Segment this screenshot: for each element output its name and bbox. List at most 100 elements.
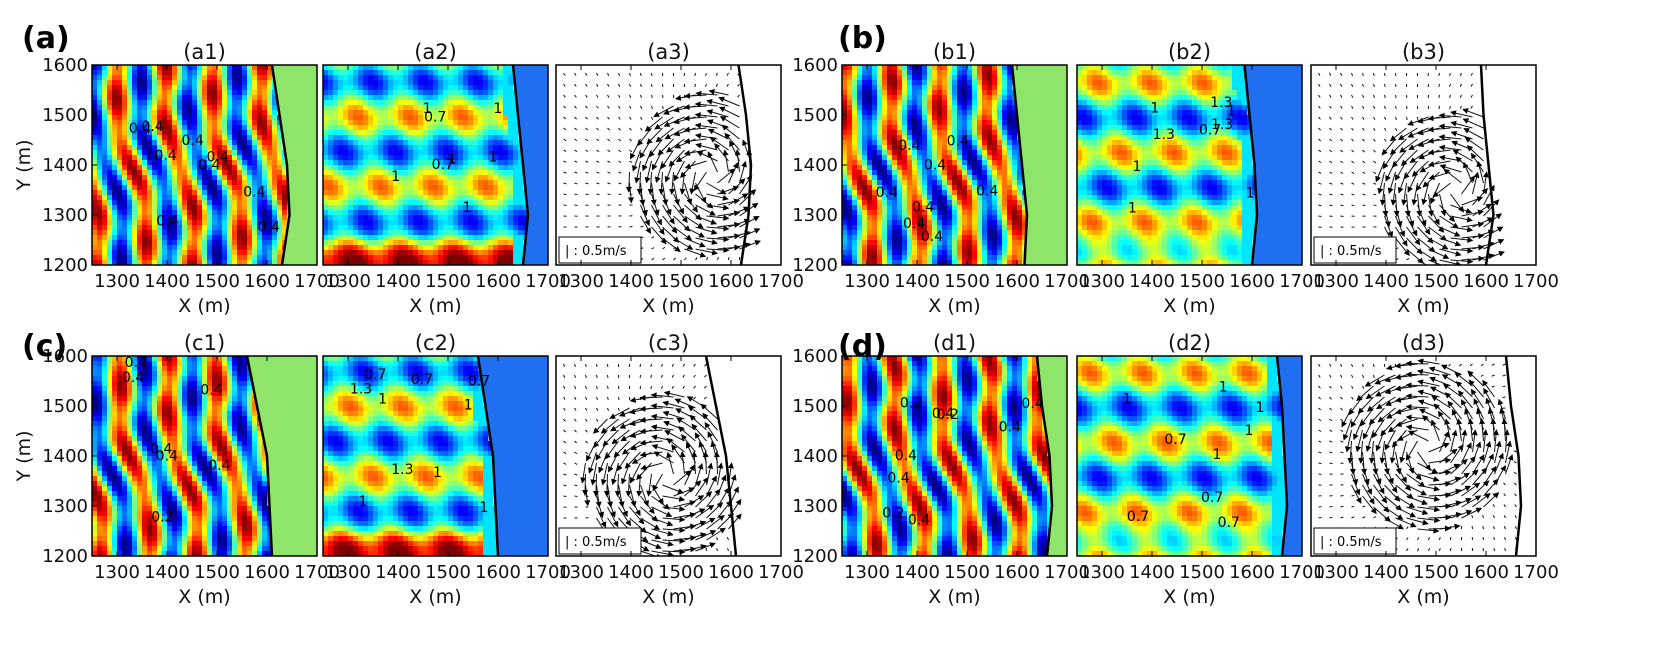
velocity-arrow	[1329, 116, 1332, 120]
velocity-arrow	[1483, 226, 1504, 239]
velocity-arrow	[662, 246, 666, 250]
velocity-arrow	[1417, 462, 1439, 474]
velocity-arrow	[1472, 217, 1494, 228]
velocity-arrow	[596, 72, 599, 76]
group-label-b: (b)	[838, 21, 887, 56]
velocity-arrow	[618, 127, 621, 131]
contour-label: 1	[1256, 400, 1265, 416]
x-tick-label: 1400	[144, 271, 190, 292]
velocity-arrow	[588, 451, 597, 474]
velocity-arrow	[726, 72, 729, 76]
velocity-arrow	[1428, 171, 1451, 180]
velocity-arrow	[1405, 440, 1418, 461]
velocity-arrow	[1318, 160, 1322, 164]
velocity-arrow	[639, 439, 663, 446]
velocity-arrow	[574, 116, 577, 120]
velocity-arrow	[651, 236, 655, 239]
velocity-arrow	[639, 394, 663, 401]
x-axis-label: X (m)	[642, 586, 694, 608]
velocity-arrow	[1504, 547, 1506, 552]
velocity-arrow	[1362, 193, 1366, 196]
velocity-arrow	[657, 138, 674, 156]
velocity-arrow	[1514, 504, 1517, 508]
contour-label: 0.7	[1164, 432, 1186, 448]
velocity-arrow	[705, 83, 707, 88]
velocity-arrow	[1329, 72, 1332, 76]
velocity-arrow	[607, 105, 610, 109]
y-tick-label: 1400	[792, 446, 838, 467]
velocity-arrow	[728, 513, 742, 530]
velocity-arrow	[585, 396, 588, 400]
velocity-arrow	[1362, 182, 1366, 185]
velocity-arrow	[634, 160, 641, 184]
contour-label: 0.4	[908, 512, 930, 528]
velocity-arrow	[1461, 442, 1472, 464]
velocity-arrow	[1405, 393, 1429, 400]
panel-b1: 0.40.40.40.4 0.40.40.40.4(b1)1300 1400 1500…	[792, 40, 1090, 317]
velocity-arrow	[563, 105, 566, 109]
velocity-arrow	[1437, 410, 1451, 431]
velocity-arrow	[1351, 116, 1354, 120]
group-label-a: (a)	[22, 21, 70, 56]
velocity-arrow	[682, 363, 685, 367]
velocity-arrow	[1438, 134, 1462, 141]
velocity-arrow	[1406, 548, 1409, 552]
velocity-arrow	[574, 83, 577, 87]
land-region	[1037, 356, 1067, 556]
contour-label: 0.7	[424, 110, 446, 126]
velocity-arrow	[1329, 204, 1333, 207]
contour-label: 0.4	[912, 199, 934, 215]
velocity-arrow	[1483, 239, 1505, 250]
velocity-arrow	[585, 116, 588, 120]
panel-title: (a1)	[183, 40, 226, 64]
velocity-arrow	[596, 138, 600, 142]
velocity-arrow	[1351, 396, 1354, 400]
panel-frame	[322, 64, 549, 266]
velocity-arrow	[1503, 504, 1506, 508]
contour-label: 0.4	[243, 185, 265, 201]
velocity-arrow	[574, 418, 577, 422]
contour-label: 0.4	[150, 442, 172, 458]
velocity-arrow	[1483, 478, 1499, 497]
velocity-arrow	[1461, 455, 1476, 475]
velocity-arrow	[706, 257, 709, 261]
velocity-arrow	[684, 160, 707, 170]
velocity-arrow	[621, 440, 641, 455]
y-axis-label: Y (m)	[13, 431, 35, 483]
velocity-arrow	[1389, 138, 1407, 156]
velocity-arrow	[1384, 138, 1387, 142]
velocity-arrow	[1407, 430, 1429, 442]
velocity-arrow	[1373, 127, 1376, 131]
velocity-arrow	[607, 127, 610, 131]
velocity-arrow	[703, 396, 707, 400]
velocity-arrow	[1417, 537, 1420, 541]
velocity-arrow	[706, 214, 730, 221]
velocity-arrow	[1318, 462, 1322, 465]
contour-label: 1	[479, 500, 488, 516]
velocity-arrow	[1362, 374, 1365, 378]
panel-c3: | : 0.5m/s (c3) 1300 1400 1500 1600 1700 X (m)	[555, 331, 804, 608]
velocity-arrow	[1464, 408, 1473, 431]
velocity-arrow	[717, 168, 736, 184]
velocity-arrow	[1428, 525, 1452, 532]
contour-label: 0.4	[976, 183, 998, 199]
contour-label: 0.4	[154, 148, 176, 164]
y-tick-label: 1600	[792, 346, 838, 367]
velocity-arrow	[1362, 363, 1364, 368]
velocity-arrow	[629, 149, 633, 153]
x-axis-label: X (m)	[642, 295, 694, 317]
velocity-arrow	[1318, 374, 1321, 378]
velocity-arrow	[640, 539, 662, 550]
velocity-arrow	[695, 237, 718, 245]
velocity-arrow	[1411, 182, 1418, 206]
velocity-arrow	[1463, 128, 1484, 140]
velocity-arrow	[563, 83, 566, 87]
velocity-arrow	[644, 160, 652, 184]
velocity-arrow	[1450, 258, 1474, 265]
velocity-arrow	[563, 429, 566, 433]
scale-label: | : 0.5m/s	[565, 535, 627, 550]
velocity-arrow	[706, 462, 714, 486]
contour-label: 0.7	[1127, 509, 1149, 525]
velocity-arrow	[596, 418, 599, 422]
x-axis-label: X (m)	[1163, 295, 1215, 317]
